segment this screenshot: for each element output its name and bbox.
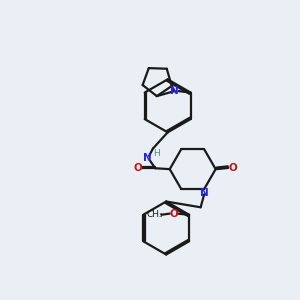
Text: O: O: [134, 163, 142, 173]
Text: CH₃: CH₃: [146, 210, 163, 219]
Text: O: O: [169, 208, 178, 219]
Text: O: O: [229, 163, 238, 173]
Text: H: H: [153, 149, 160, 158]
Text: N: N: [143, 153, 152, 163]
Text: N: N: [170, 86, 179, 96]
Text: N: N: [200, 188, 208, 198]
